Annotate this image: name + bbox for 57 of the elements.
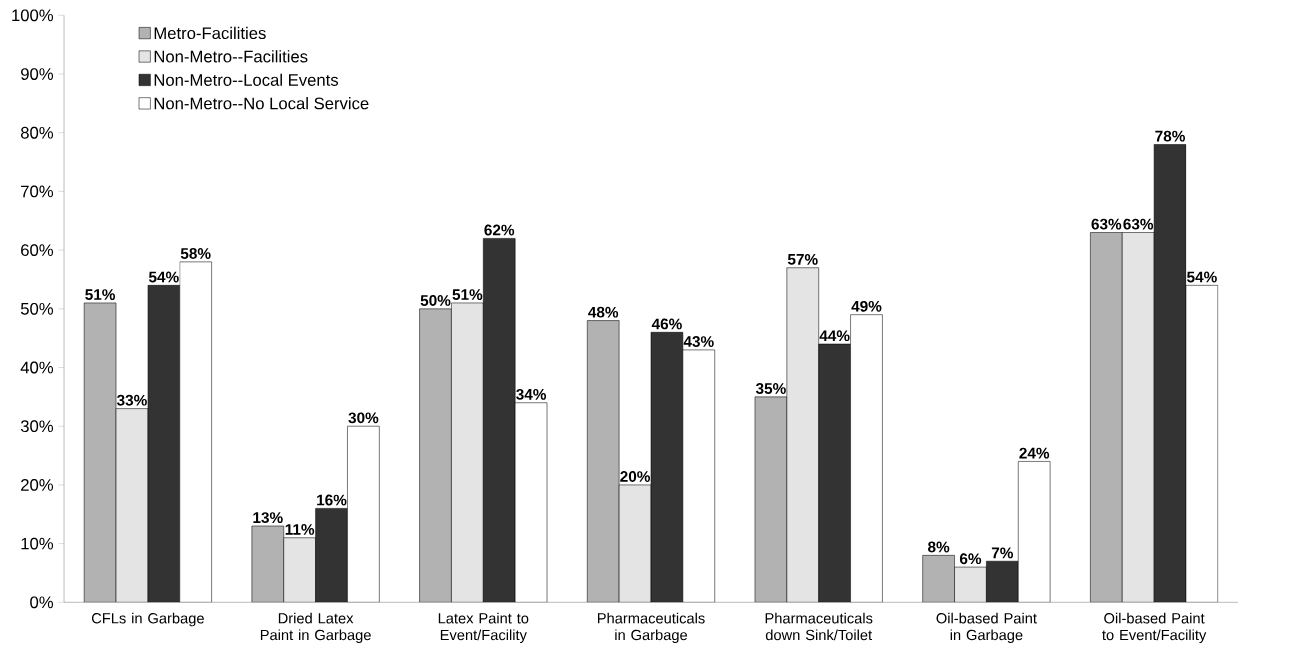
y-tick-label: 70% — [21, 185, 54, 198]
bar — [451, 302, 484, 603]
data-label: 43% — [683, 335, 714, 347]
y-tick-label: 20% — [21, 478, 54, 491]
y-tick-label: 50% — [20, 302, 54, 315]
x-tick-label: Latex Paint to Event/Facility — [438, 612, 529, 643]
y-tick-label: 80% — [20, 126, 54, 139]
y-tick-label: 90% — [21, 67, 54, 80]
data-label: 30% — [348, 412, 379, 424]
data-label: 24% — [1019, 447, 1050, 459]
data-label: 6% — [959, 553, 982, 564]
data-label: 78% — [1155, 130, 1185, 142]
data-label: 63% — [1123, 218, 1154, 230]
y-tick-label: 60% — [21, 244, 54, 256]
legend-label: Non-Metro--Facilities — [154, 50, 308, 63]
bar — [115, 408, 149, 603]
data-label: 33% — [116, 394, 147, 406]
legend-label: Non-Metro--Local Events — [154, 73, 339, 86]
data-label: 7% — [991, 547, 1014, 559]
data-label: 51% — [452, 289, 483, 300]
data-label: 54% — [148, 271, 179, 283]
data-label: 44% — [819, 330, 850, 341]
bar — [618, 484, 652, 603]
x-tick-label: Pharmaceuticals down Sink/Toilet — [765, 612, 873, 640]
bar — [1121, 232, 1155, 603]
data-label: 13% — [253, 512, 283, 523]
data-label: 46% — [651, 318, 682, 330]
legend-label: Non-Metro--No Local Service — [154, 96, 369, 110]
data-label: 11% — [285, 523, 315, 535]
bar — [954, 566, 987, 603]
data-label: 62% — [484, 224, 515, 236]
x-tick-label: Oil-based Paint to Event/Facility — [1102, 612, 1207, 643]
x-tick-label: Dried Latex Paint in Garbage — [260, 612, 371, 643]
data-label: 48% — [588, 306, 619, 318]
y-tick-label: 40% — [20, 361, 54, 374]
data-label: 57% — [787, 253, 818, 265]
y-tick-label: 30% — [20, 420, 54, 432]
data-label: 20% — [620, 470, 650, 482]
data-label: 58% — [180, 247, 211, 259]
x-tick-label: Oil-based Paint in Garbage — [936, 612, 1037, 643]
y-tick-label: 100% — [12, 9, 54, 22]
y-tick-label: 10% — [21, 537, 54, 550]
data-label: 8% — [928, 541, 950, 553]
y-tick-label: 0% — [30, 596, 54, 609]
data-label: 49% — [851, 300, 882, 312]
data-label: 51% — [85, 289, 116, 300]
data-label: 35% — [755, 382, 786, 394]
data-label: 63% — [1091, 218, 1122, 230]
data-label: 54% — [1187, 271, 1217, 283]
x-tick-label: Pharmaceuticals in Garbage — [597, 612, 705, 643]
legend-label: Metro-Facilities — [154, 26, 266, 39]
data-label: 16% — [317, 494, 347, 506]
x-tick-label: CFLs in Garbage — [91, 612, 204, 627]
bar — [283, 537, 316, 603]
data-label: 34% — [516, 388, 547, 400]
data-label: 50% — [420, 294, 451, 306]
bar — [786, 267, 819, 603]
